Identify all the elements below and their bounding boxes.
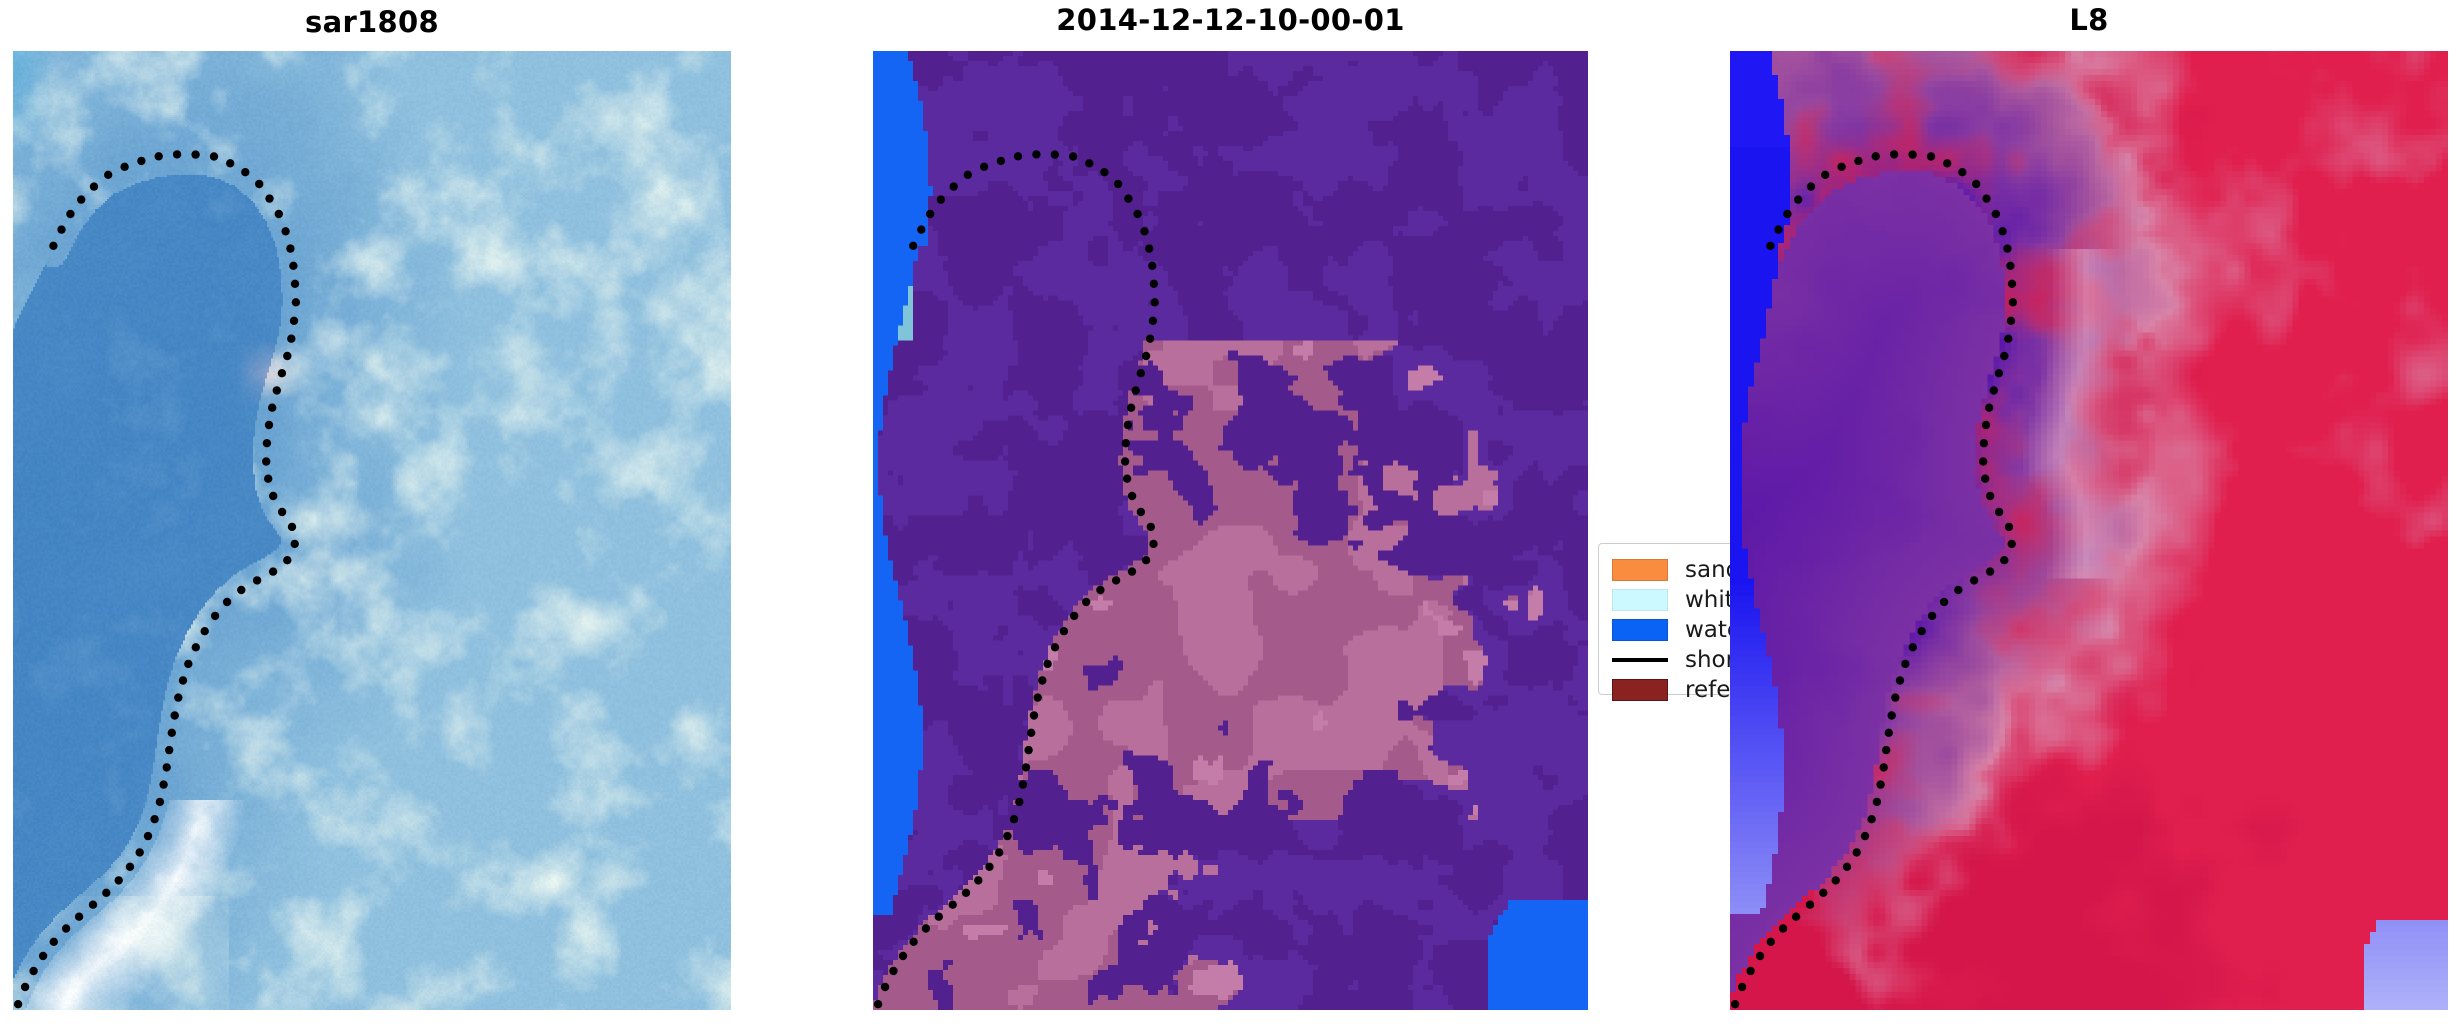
legend-item-whitewater[interactable]: whitewater [1612, 585, 1730, 615]
panel-title-sar1808: sar1808 [305, 5, 439, 39]
legend-box[interactable]: sand whitewater water shoreline referenc… [1598, 543, 1730, 701]
legend-label-whitewater: whitewater [1685, 586, 1730, 613]
legend-item-shoreline[interactable]: shoreline [1612, 645, 1730, 675]
legend-label-shoreline: shoreline [1685, 646, 1730, 673]
legend-clip-region: sand whitewater water shoreline referenc… [1598, 543, 1730, 701]
legend-swatch-shoreline [1612, 649, 1668, 671]
panel-title-classified: 2014-12-12-10-00-01 [1056, 3, 1405, 37]
legend-swatch-water [1612, 619, 1668, 641]
legend-item-reference[interactable]: reference [1612, 675, 1730, 701]
raster-classified [873, 51, 1588, 1010]
panel-image-classified[interactable] [873, 51, 1588, 1010]
legend-item-water[interactable]: water [1612, 615, 1730, 645]
panel-image-sar1808[interactable] [13, 51, 731, 1010]
panel-title-l8: L8 [2069, 3, 2109, 37]
panel-image-l8[interactable] [1730, 51, 2448, 1010]
raster-sar1808 [13, 51, 731, 1010]
legend-swatch-whitewater [1612, 589, 1668, 611]
legend-label-water: water [1685, 616, 1730, 643]
legend-swatch-sand [1612, 559, 1668, 581]
raster-l8 [1730, 51, 2448, 1010]
legend-label-sand: sand [1685, 556, 1730, 583]
legend-item-sand[interactable]: sand [1612, 555, 1730, 585]
legend-swatch-reference [1612, 679, 1668, 701]
legend-label-reference: reference [1685, 676, 1730, 701]
